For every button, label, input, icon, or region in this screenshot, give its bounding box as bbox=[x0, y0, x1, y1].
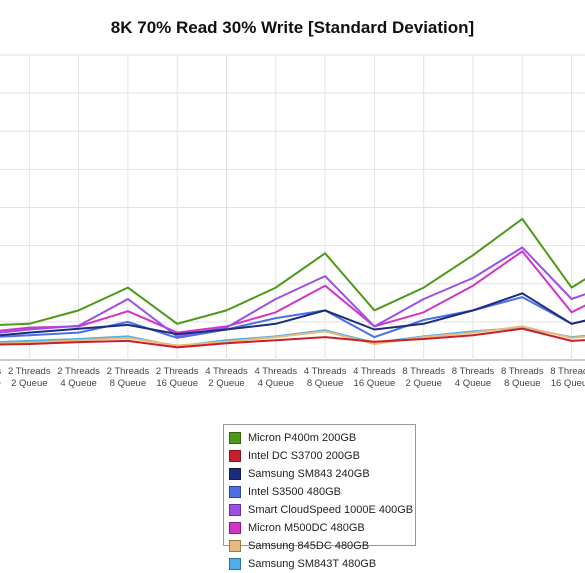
legend-label: Samsung SM843T 480GB bbox=[248, 558, 377, 570]
legend-item: Smart CloudSpeed 1000E 400GB bbox=[229, 501, 415, 519]
legend-swatch bbox=[229, 486, 241, 498]
legend-item: Samsung SM843T 480GB bbox=[229, 555, 415, 573]
legend-swatch bbox=[229, 522, 241, 534]
x-tick-label: 4 Threads 4 Queue bbox=[254, 366, 297, 389]
x-tick-label: 4 Threads 8 Queue bbox=[304, 366, 347, 389]
legend-label: Micron P400m 200GB bbox=[248, 432, 357, 444]
chart-title: 8K 70% Read 30% Write [Standard Deviatio… bbox=[110, 18, 475, 37]
series-line bbox=[0, 327, 585, 349]
x-tick-label: 2 Threads 8 Queue bbox=[107, 366, 150, 389]
x-tick-label: 8 Threads 8 Queue bbox=[501, 366, 544, 389]
legend-swatch bbox=[229, 558, 241, 570]
legend-swatch bbox=[229, 432, 241, 444]
legend-swatch bbox=[229, 504, 241, 516]
legend-item: Samsung 845DC 480GB bbox=[229, 537, 415, 555]
legend-item: Micron P400m 200GB bbox=[229, 429, 415, 447]
legend-label: Intel DC S3700 200GB bbox=[248, 450, 360, 462]
x-tick-label: 2 Threads 16 Queue bbox=[156, 366, 199, 389]
x-tick-label: 2 Threads 2 Queue bbox=[8, 366, 51, 389]
legend-item: Samsung SM843 240GB bbox=[229, 465, 415, 483]
legend-item: Intel S3500 480GB bbox=[229, 483, 415, 501]
legend-item: Intel DC S3700 200GB bbox=[229, 447, 415, 465]
legend-label: Intel S3500 480GB bbox=[248, 486, 341, 498]
legend-label: Samsung 845DC 480GB bbox=[248, 540, 370, 552]
legend-swatch bbox=[229, 540, 241, 552]
legend-swatch bbox=[229, 468, 241, 480]
legend-label: Samsung SM843 240GB bbox=[248, 468, 370, 480]
x-tick-label: 4 Threads 2 Queue bbox=[205, 366, 248, 389]
series-line bbox=[0, 250, 585, 334]
legend-item: Micron M500DC 480GB bbox=[229, 519, 415, 537]
series-line bbox=[0, 246, 585, 338]
x-tick-label: 4 Threads 16 Queue bbox=[353, 366, 396, 389]
series-line bbox=[0, 217, 585, 326]
chart-legend: Micron P400m 200GB Intel DC S3700 200GB Sa… bbox=[223, 424, 416, 570]
x-tick-label: 2 Threads 4 Queue bbox=[57, 366, 100, 389]
legend-label: Smart CloudSpeed 1000E 400GB bbox=[248, 504, 414, 516]
series-line bbox=[0, 325, 585, 347]
x-tick-label: 8 Threads 2 Queue bbox=[402, 366, 445, 389]
legend-swatch bbox=[229, 450, 241, 462]
x-tick-label: 8 Threads 4 Queue bbox=[452, 366, 495, 389]
legend-label: Micron M500DC 480GB bbox=[248, 522, 365, 534]
series-line bbox=[0, 292, 585, 337]
